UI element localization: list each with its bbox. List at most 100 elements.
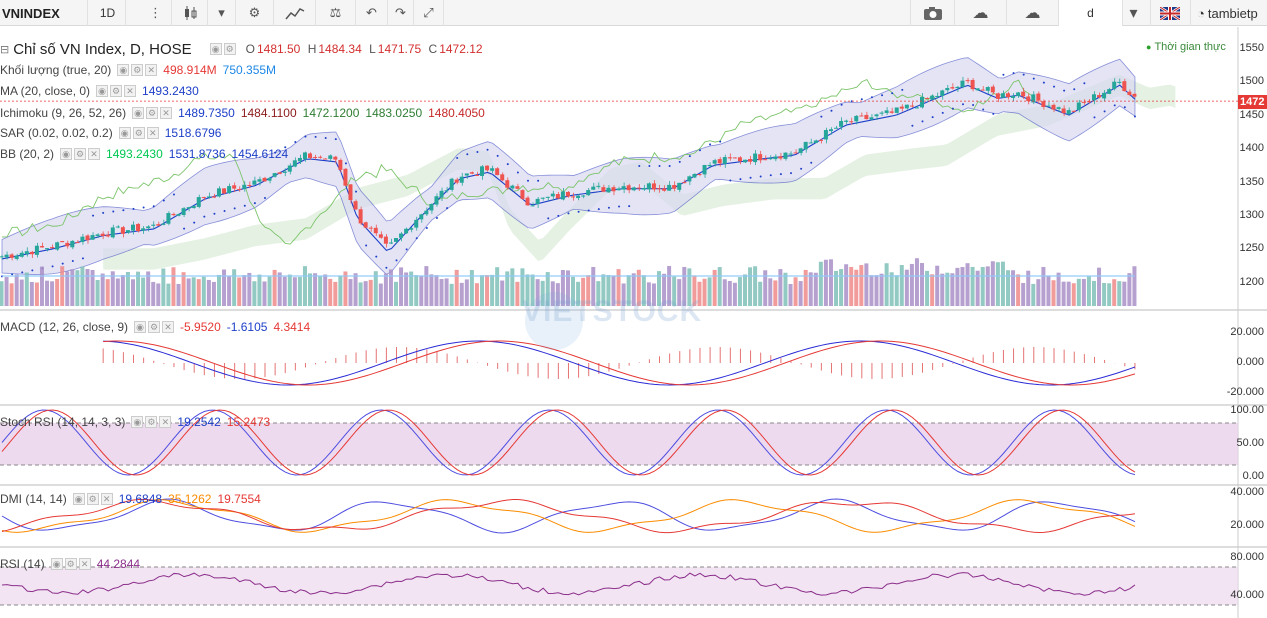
volume-bar bbox=[763, 270, 768, 306]
volume-bar bbox=[485, 275, 490, 306]
interval-selector[interactable]: 1D bbox=[90, 0, 126, 26]
cloud-upload-icon[interactable]: ☁ bbox=[1006, 0, 1058, 26]
volume-bar bbox=[490, 274, 495, 306]
candle-body bbox=[849, 121, 854, 123]
chevron-down-icon[interactable]: ▾ bbox=[1122, 0, 1144, 26]
candle-body bbox=[904, 104, 909, 109]
camera-icon[interactable] bbox=[910, 0, 954, 26]
sar-dot bbox=[243, 204, 246, 207]
legend-tools[interactable]: ◉ ⚙ bbox=[209, 43, 236, 55]
uk-flag-icon[interactable] bbox=[1150, 0, 1188, 26]
sar-dot bbox=[516, 171, 519, 174]
volume-bar bbox=[1071, 283, 1076, 306]
volume-bar bbox=[727, 281, 732, 306]
compare-scale-icon[interactable]: ⚖ bbox=[316, 0, 356, 26]
candlestick-icon[interactable] bbox=[172, 0, 208, 26]
candle-body bbox=[1107, 89, 1112, 94]
volume-bar bbox=[550, 281, 555, 306]
redo-icon[interactable]: ↷ bbox=[388, 0, 414, 26]
volume-bar bbox=[70, 269, 75, 306]
candle-body bbox=[560, 191, 565, 200]
cloud-download-icon[interactable]: ☁ bbox=[954, 0, 1006, 26]
chart-canvas[interactable] bbox=[0, 27, 1267, 618]
candle-body bbox=[1066, 110, 1071, 115]
indicators-icon[interactable] bbox=[274, 0, 316, 26]
more-vertical-icon[interactable]: ⋮ bbox=[140, 0, 172, 26]
candle-body bbox=[388, 242, 393, 244]
symbol-search[interactable]: VNINDEX bbox=[0, 0, 88, 26]
candle-body bbox=[500, 174, 505, 181]
timeframe-select[interactable]: d bbox=[1058, 0, 1122, 26]
gear-icon[interactable]: ⚙ bbox=[236, 0, 274, 26]
candle-body bbox=[884, 110, 889, 113]
candle-body bbox=[995, 93, 1000, 99]
volume-bar bbox=[1036, 279, 1041, 306]
volume-bar bbox=[500, 280, 505, 306]
volume-bar bbox=[682, 266, 687, 306]
sar-dot bbox=[891, 92, 894, 95]
user-menu[interactable]: ◔ tambietp bbox=[1190, 0, 1267, 26]
candle-body bbox=[495, 168, 500, 176]
indicator-tools[interactable]: ◉ ⚙ ✕ bbox=[132, 107, 173, 119]
indicator-tools[interactable]: ◉ ⚙ ✕ bbox=[131, 416, 172, 428]
sar-dot bbox=[931, 116, 934, 119]
indicator-tools[interactable]: ◉ ⚙ ✕ bbox=[72, 493, 113, 505]
sar-dot bbox=[607, 206, 610, 209]
volume-bar bbox=[50, 281, 55, 306]
candle-body bbox=[232, 185, 237, 189]
candle-body bbox=[196, 197, 201, 207]
volume-bar bbox=[1041, 266, 1046, 306]
volume-bar bbox=[803, 269, 808, 306]
indicator-tools[interactable]: ◉ ⚙ ✕ bbox=[50, 558, 91, 570]
candle-body bbox=[454, 179, 459, 183]
candle-body bbox=[4, 254, 9, 258]
candle-body bbox=[95, 234, 100, 237]
undo-icon[interactable]: ↶ bbox=[356, 0, 388, 26]
volume-bar bbox=[667, 266, 672, 306]
volume-bar bbox=[333, 281, 338, 306]
volume-bar bbox=[1112, 279, 1117, 306]
candle-body bbox=[773, 156, 778, 160]
candle-body bbox=[1122, 81, 1127, 92]
candle-body bbox=[1046, 105, 1051, 107]
indicator-tools[interactable]: ◉ ⚙ ✕ bbox=[134, 321, 175, 333]
indicator-tools[interactable]: ◉ ⚙ ✕ bbox=[117, 64, 158, 76]
sar-dot bbox=[1032, 77, 1035, 80]
fullscreen-icon[interactable]: ⤢ bbox=[414, 0, 444, 26]
volume-bar bbox=[1011, 270, 1016, 306]
indicator-tools[interactable]: ◉ ⚙ ✕ bbox=[118, 127, 159, 139]
candle-body bbox=[414, 219, 419, 228]
volume-bar bbox=[368, 279, 373, 306]
volume-bar bbox=[914, 258, 919, 306]
sar-dot bbox=[567, 212, 570, 215]
sar-dot bbox=[355, 190, 358, 193]
volume-bar bbox=[328, 278, 333, 306]
candle-body bbox=[1000, 93, 1005, 98]
volume-bar bbox=[859, 265, 864, 306]
volume-bar bbox=[606, 275, 611, 306]
candle-body bbox=[383, 236, 388, 244]
candle-body bbox=[80, 236, 85, 242]
volume-bar bbox=[722, 279, 727, 306]
candle-body bbox=[576, 195, 581, 199]
watermark-text: VIETSTOCK bbox=[522, 295, 703, 328]
candle-body bbox=[631, 187, 636, 191]
candle-body bbox=[90, 235, 95, 240]
volume-bar bbox=[950, 273, 955, 306]
volume-bar bbox=[849, 266, 854, 306]
candle-body bbox=[920, 96, 925, 108]
chevron-down-icon[interactable]: ▾ bbox=[208, 0, 236, 26]
candle-body bbox=[641, 187, 646, 190]
candle-body bbox=[348, 184, 353, 201]
candle-body bbox=[120, 227, 125, 234]
candle-body bbox=[353, 201, 358, 210]
volume-bar bbox=[783, 272, 788, 306]
volume-bar bbox=[662, 273, 667, 306]
volume-bar bbox=[581, 277, 586, 306]
collapse-icon[interactable]: ⊟ bbox=[0, 43, 10, 56]
candle-body bbox=[1011, 96, 1016, 98]
indicator-tools[interactable]: ◉ ⚙ ✕ bbox=[60, 148, 101, 160]
volume-bar bbox=[909, 263, 914, 306]
indicator-tools[interactable]: ◉ ⚙ ✕ bbox=[96, 85, 137, 97]
volume-bar bbox=[373, 271, 378, 306]
